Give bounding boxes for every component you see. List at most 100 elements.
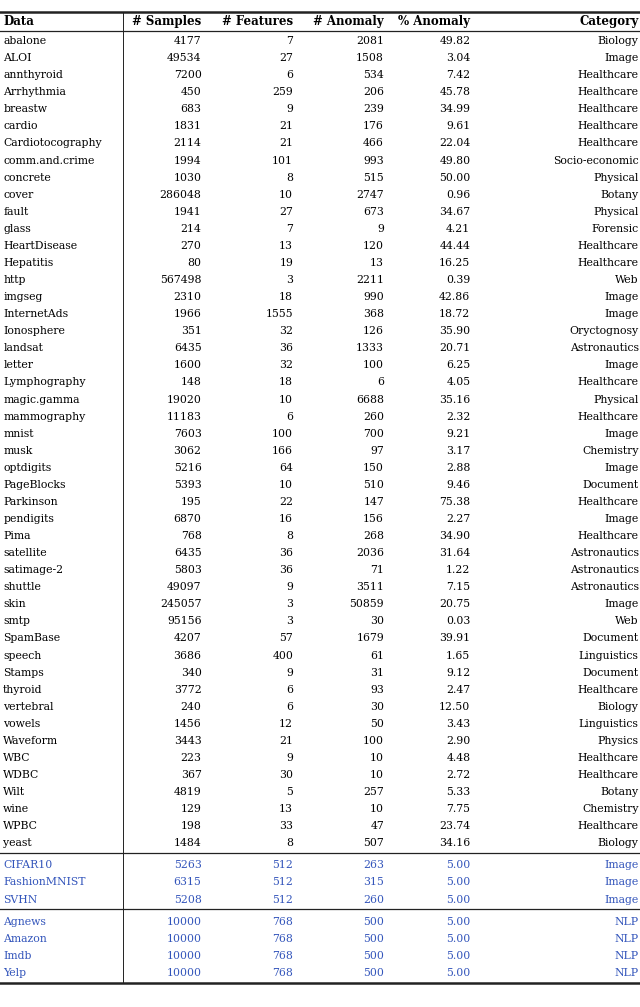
Text: 10: 10 bbox=[370, 770, 384, 780]
Text: Stamps: Stamps bbox=[3, 668, 44, 678]
Text: 34.16: 34.16 bbox=[439, 838, 470, 848]
Text: 36: 36 bbox=[279, 343, 293, 353]
Text: 4207: 4207 bbox=[174, 633, 202, 643]
Text: Physics: Physics bbox=[598, 736, 639, 746]
Text: 0.03: 0.03 bbox=[446, 616, 470, 626]
Text: 126: 126 bbox=[363, 326, 384, 336]
Text: 673: 673 bbox=[363, 206, 384, 217]
Text: Image: Image bbox=[604, 514, 639, 524]
Text: 5263: 5263 bbox=[173, 860, 202, 870]
Text: 19020: 19020 bbox=[167, 395, 202, 405]
Text: 50.00: 50.00 bbox=[439, 172, 470, 182]
Text: Lymphography: Lymphography bbox=[3, 378, 86, 388]
Text: 35.90: 35.90 bbox=[439, 326, 470, 336]
Text: 195: 195 bbox=[181, 496, 202, 507]
Text: cardio: cardio bbox=[3, 122, 38, 132]
Text: 36: 36 bbox=[279, 565, 293, 575]
Text: 260: 260 bbox=[363, 894, 384, 904]
Text: 510: 510 bbox=[363, 480, 384, 489]
Text: CIFAR10: CIFAR10 bbox=[3, 860, 52, 870]
Text: Image: Image bbox=[604, 309, 639, 319]
Text: Linguistics: Linguistics bbox=[579, 651, 639, 661]
Text: 49534: 49534 bbox=[167, 53, 202, 63]
Text: 214: 214 bbox=[180, 224, 202, 234]
Text: comm.and.crime: comm.and.crime bbox=[3, 155, 95, 165]
Text: 49097: 49097 bbox=[167, 582, 202, 592]
Text: Healthcare: Healthcare bbox=[578, 105, 639, 115]
Text: 148: 148 bbox=[180, 378, 202, 388]
Text: speech: speech bbox=[3, 651, 42, 661]
Text: 31.64: 31.64 bbox=[439, 548, 470, 558]
Text: 6870: 6870 bbox=[173, 514, 202, 524]
Text: 6315: 6315 bbox=[173, 877, 202, 887]
Text: 993: 993 bbox=[364, 155, 384, 165]
Text: Biology: Biology bbox=[598, 838, 639, 848]
Text: 18: 18 bbox=[279, 292, 293, 302]
Text: 270: 270 bbox=[180, 241, 202, 251]
Text: 5.00: 5.00 bbox=[446, 933, 470, 944]
Text: WDBC: WDBC bbox=[3, 770, 40, 780]
Text: 20.71: 20.71 bbox=[439, 343, 470, 353]
Text: 268: 268 bbox=[363, 531, 384, 541]
Text: 100: 100 bbox=[363, 736, 384, 746]
Text: 9.61: 9.61 bbox=[446, 122, 470, 132]
Text: 34.67: 34.67 bbox=[439, 206, 470, 217]
Text: 5.00: 5.00 bbox=[446, 877, 470, 887]
Text: 13: 13 bbox=[279, 805, 293, 814]
Text: 567498: 567498 bbox=[160, 275, 202, 285]
Text: NLP: NLP bbox=[614, 968, 639, 978]
Text: Ionosphere: Ionosphere bbox=[3, 326, 65, 336]
Text: Web: Web bbox=[615, 275, 639, 285]
Text: 500: 500 bbox=[363, 968, 384, 978]
Text: 534: 534 bbox=[364, 70, 384, 81]
Text: 71: 71 bbox=[370, 565, 384, 575]
Text: 7200: 7200 bbox=[173, 70, 202, 81]
Text: 2.47: 2.47 bbox=[446, 685, 470, 695]
Text: 10000: 10000 bbox=[166, 933, 202, 944]
Text: 768: 768 bbox=[272, 916, 293, 926]
Text: 49.80: 49.80 bbox=[439, 155, 470, 165]
Text: 5.00: 5.00 bbox=[446, 916, 470, 926]
Text: # Samples: # Samples bbox=[132, 15, 202, 28]
Text: 64: 64 bbox=[279, 463, 293, 472]
Text: concrete: concrete bbox=[3, 172, 51, 182]
Text: 3: 3 bbox=[286, 616, 293, 626]
Text: 61: 61 bbox=[370, 651, 384, 661]
Text: Image: Image bbox=[604, 860, 639, 870]
Text: 450: 450 bbox=[181, 88, 202, 98]
Text: Pima: Pima bbox=[3, 531, 31, 541]
Text: 2211: 2211 bbox=[356, 275, 384, 285]
Text: 768: 768 bbox=[272, 968, 293, 978]
Text: Healthcare: Healthcare bbox=[578, 753, 639, 763]
Text: 368: 368 bbox=[363, 309, 384, 319]
Text: 9.21: 9.21 bbox=[446, 429, 470, 439]
Text: 6: 6 bbox=[377, 378, 384, 388]
Text: 6.25: 6.25 bbox=[446, 361, 470, 371]
Text: 9: 9 bbox=[286, 753, 293, 763]
Text: 8: 8 bbox=[286, 838, 293, 848]
Text: 12: 12 bbox=[279, 719, 293, 729]
Text: PageBlocks: PageBlocks bbox=[3, 480, 66, 489]
Text: 23.74: 23.74 bbox=[439, 821, 470, 831]
Text: 2.27: 2.27 bbox=[446, 514, 470, 524]
Text: 44.44: 44.44 bbox=[440, 241, 470, 251]
Text: Category: Category bbox=[579, 15, 639, 28]
Text: % Anomaly: % Anomaly bbox=[398, 15, 470, 28]
Text: yeast: yeast bbox=[3, 838, 32, 848]
Text: NLP: NLP bbox=[614, 916, 639, 926]
Text: 21: 21 bbox=[279, 736, 293, 746]
Text: 340: 340 bbox=[180, 668, 202, 678]
Text: Healthcare: Healthcare bbox=[578, 241, 639, 251]
Text: 30: 30 bbox=[370, 702, 384, 712]
Text: 20.75: 20.75 bbox=[439, 599, 470, 609]
Text: 4.48: 4.48 bbox=[446, 753, 470, 763]
Text: FashionMNIST: FashionMNIST bbox=[3, 877, 86, 887]
Text: 93: 93 bbox=[370, 685, 384, 695]
Text: 4177: 4177 bbox=[174, 36, 202, 46]
Text: 57: 57 bbox=[280, 633, 293, 643]
Text: 6688: 6688 bbox=[356, 395, 384, 405]
Text: 21: 21 bbox=[279, 122, 293, 132]
Text: vowels: vowels bbox=[3, 719, 40, 729]
Text: 10000: 10000 bbox=[166, 916, 202, 926]
Text: mammography: mammography bbox=[3, 412, 86, 422]
